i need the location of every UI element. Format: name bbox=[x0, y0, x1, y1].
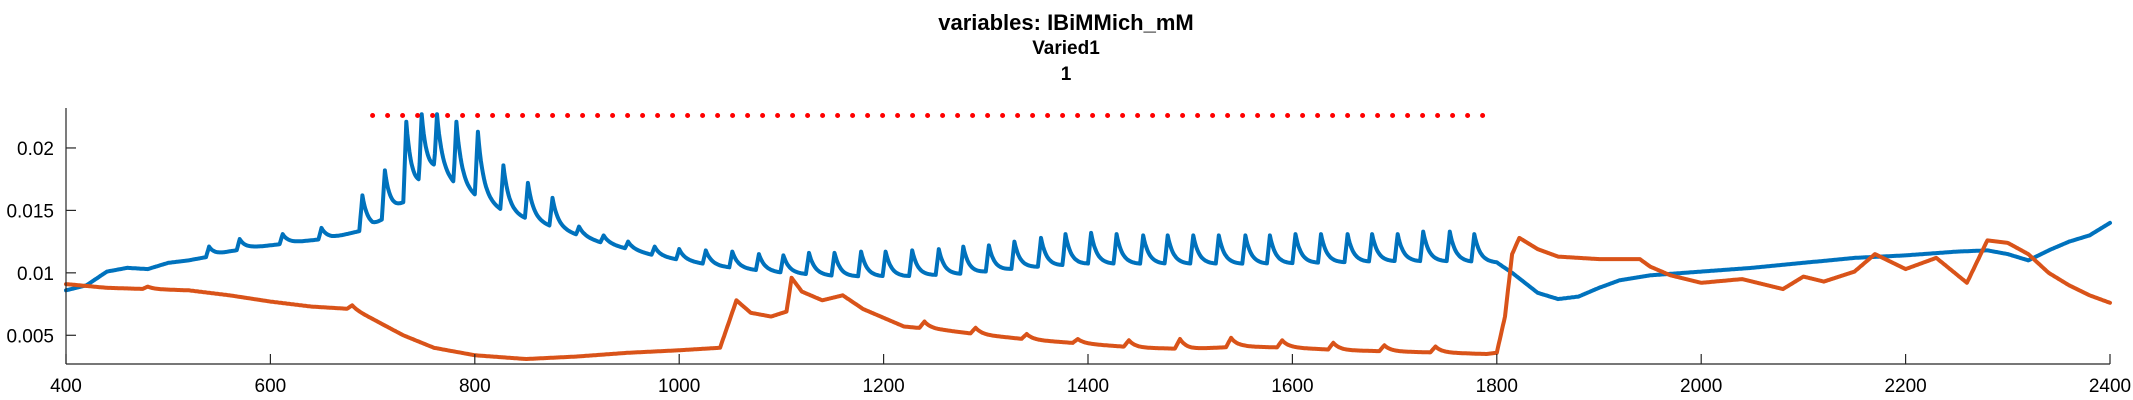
x-tick-label: 1600 bbox=[1271, 376, 1313, 397]
y-tick-label: 0.01 bbox=[17, 264, 54, 285]
series-line-orange bbox=[64, 235, 2112, 361]
x-tick-label: 2000 bbox=[1680, 376, 1722, 397]
chart-subtitle-2: 1 bbox=[1061, 64, 1072, 85]
x-tick-label: 1400 bbox=[1067, 376, 1109, 397]
series-line-blue bbox=[64, 112, 2112, 302]
x-tick-label: 1200 bbox=[862, 376, 904, 397]
x-tick-label: 600 bbox=[255, 376, 287, 397]
axes: 400 600 800 1000 1200 1400 1600 1800 2000 2200 240… bbox=[6, 108, 2131, 397]
chart-title: variables: IBiMMich_mM bbox=[938, 10, 1194, 35]
x-tick-label: 1800 bbox=[1476, 376, 1518, 397]
x-tick-label: 1000 bbox=[658, 376, 700, 397]
y-tick-label: 0.02 bbox=[17, 139, 54, 160]
x-tick-label: 800 bbox=[459, 376, 491, 397]
y-tick-label: 0.005 bbox=[6, 326, 54, 347]
x-tick-label: 400 bbox=[50, 376, 82, 397]
x-tick-label: 2400 bbox=[2089, 376, 2131, 397]
y-tick-label: 0.015 bbox=[6, 201, 54, 222]
x-tick-label: 2200 bbox=[1884, 376, 1926, 397]
chart-subtitle: Varied1 bbox=[1032, 38, 1100, 59]
plot-lines bbox=[64, 112, 2112, 361]
